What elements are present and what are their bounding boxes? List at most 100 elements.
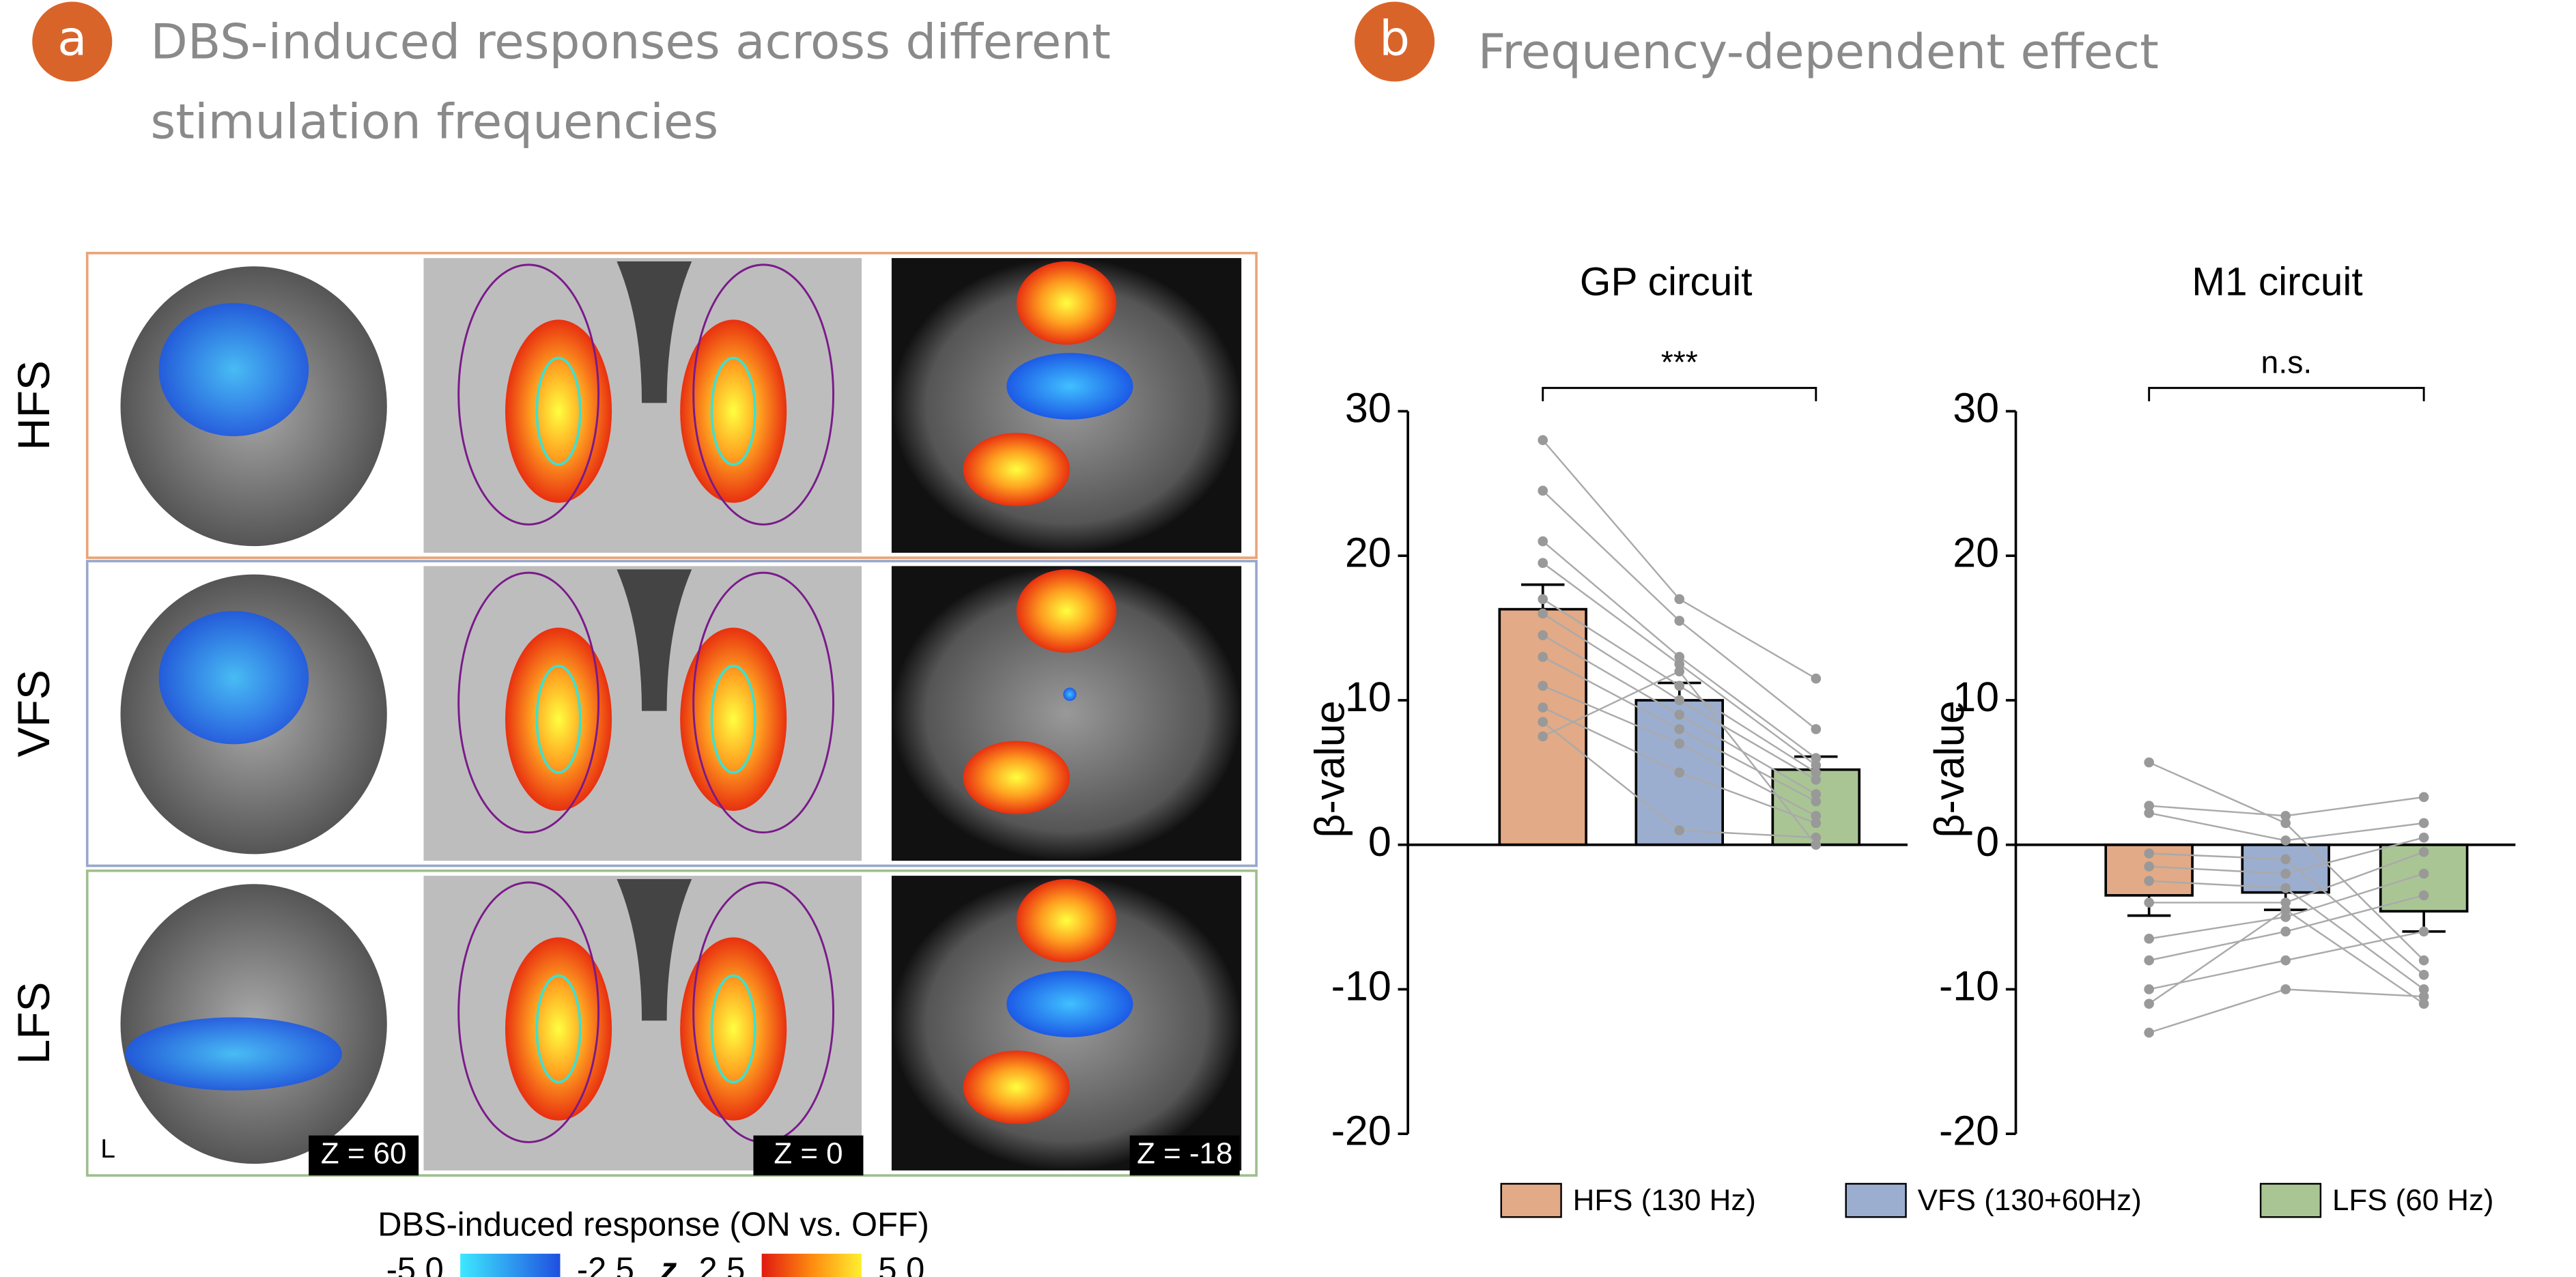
y-tick-label: -10 <box>1331 963 1391 1009</box>
y-tick-label: 0 <box>1976 818 1999 865</box>
y-tick-label: -10 <box>1939 963 1999 1009</box>
badge <box>1355 1 1435 82</box>
colorbar-tick-label: -5.0 <box>386 1252 444 1277</box>
subject-point <box>1811 789 1822 799</box>
activation <box>680 627 787 811</box>
subject-point <box>2418 832 2429 843</box>
subject-point <box>2418 926 2429 937</box>
subject-point <box>2280 912 2291 922</box>
subject-point <box>2280 984 2291 994</box>
ventricle <box>617 878 692 1021</box>
subject-point <box>1538 702 1548 713</box>
subject-point <box>2418 955 2429 966</box>
subject-point <box>1674 616 1685 626</box>
legend-swatch <box>1845 1183 1907 1218</box>
subject-point <box>2144 999 2154 1009</box>
colorbar-tick-label: -2.5 <box>577 1252 634 1277</box>
row-label: HFS <box>8 360 59 450</box>
activation <box>963 433 1070 506</box>
subject-point <box>1811 811 1822 821</box>
activation <box>1006 353 1133 420</box>
subject-point <box>2144 801 2154 811</box>
activation <box>125 1017 342 1091</box>
roi-outline <box>710 974 756 1084</box>
subject-point <box>2280 904 2291 915</box>
subject-point <box>1538 717 1548 728</box>
subject-point <box>1674 724 1685 734</box>
chart-title: GP circuit <box>1580 260 1753 304</box>
subject-point <box>2280 955 2291 966</box>
subject-point <box>2418 792 2429 803</box>
y-tick-label: -20 <box>1331 1107 1391 1153</box>
activation <box>505 319 612 503</box>
subject-point <box>1811 775 1822 785</box>
y-tick-label: 20 <box>1953 529 1999 575</box>
subject-point <box>2418 984 2429 994</box>
colorbar-pos <box>761 1253 862 1277</box>
subject-point <box>1538 558 1548 569</box>
roi-outline <box>535 356 582 466</box>
subject-point <box>1811 724 1822 734</box>
activation <box>158 302 309 437</box>
subject-point <box>1811 818 1822 829</box>
activation <box>1063 687 1077 701</box>
subject-line <box>2149 988 2424 1034</box>
subject-point <box>1674 594 1685 605</box>
subject-point <box>2280 898 2291 908</box>
bar-chart: M1 circuit β-value -20 -10 0 10 20 30 n.s. <box>1926 260 2516 1153</box>
legend-label: VFS (130+60Hz) <box>1918 1183 2142 1217</box>
subject-point <box>1811 832 1822 843</box>
subject-point <box>1674 738 1685 749</box>
slice-label-box <box>309 1135 419 1176</box>
colorbar-tick-label: 2.5 <box>698 1252 745 1277</box>
subject-point <box>2418 847 2429 857</box>
subject-point <box>2280 868 2291 879</box>
subject-point <box>2280 926 2291 937</box>
y-axis-label: β-value <box>1306 700 1353 837</box>
y-tick-label: 20 <box>1345 529 1391 575</box>
subject-point <box>2280 883 2291 893</box>
y-axis-label: β-value <box>1926 700 1972 837</box>
badge-label: a <box>57 10 87 67</box>
row-label: VFS <box>8 670 59 757</box>
roi-outline <box>710 664 756 774</box>
subject-point <box>1674 652 1685 662</box>
subject-point <box>1538 608 1548 619</box>
roi-outline <box>692 571 835 834</box>
subject-point <box>1674 666 1685 676</box>
subject-point <box>2280 835 2291 846</box>
ventricle <box>617 569 692 711</box>
roi-outline <box>535 664 582 774</box>
panel-title: Frequency-dependent effect <box>1478 23 2159 80</box>
significance-bracket <box>1542 386 1817 401</box>
subject-point <box>2418 868 2429 879</box>
colorbar-label: DBS-induced response (ON vs. OFF) <box>378 1207 929 1244</box>
subject-point <box>1538 680 1548 691</box>
subject-point <box>1811 767 1822 778</box>
y-tick-label: 10 <box>1345 674 1391 720</box>
activation <box>1006 971 1133 1037</box>
subject-point <box>1538 594 1548 605</box>
subject-point <box>2418 969 2429 980</box>
legend-swatch <box>2259 1183 2322 1218</box>
subject-point <box>2418 890 2429 901</box>
subject-point <box>1538 435 1548 446</box>
significance-label: *** <box>1661 344 1698 379</box>
subject-point <box>2280 854 2291 865</box>
activation <box>1016 261 1117 345</box>
bar-chart: GP circuit β-value -20 -10 0 10 20 30 *** <box>1306 260 1908 1153</box>
slice-label: Z = 60 <box>321 1137 407 1171</box>
panel-title: stimulation frequencies <box>150 93 718 149</box>
activation <box>680 937 787 1121</box>
chart-title: M1 circuit <box>2192 260 2362 304</box>
brain-images: HFS VFS LFS Z = 60 Z = 0 Z = -18 L <box>8 251 1258 1177</box>
subject-point <box>1811 760 1822 771</box>
subject-point <box>1811 673 1822 684</box>
y-tick-label: 30 <box>1345 385 1391 431</box>
activation <box>963 741 1070 814</box>
subject-point <box>2144 876 2154 886</box>
subject-point <box>1674 659 1685 670</box>
activation <box>158 611 309 745</box>
colorbar-symbol: z <box>660 1252 677 1277</box>
